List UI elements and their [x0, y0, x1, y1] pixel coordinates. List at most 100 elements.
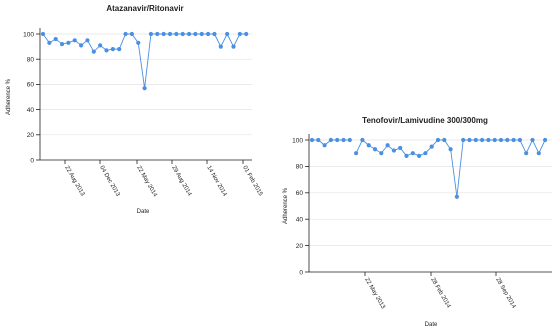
data-point — [442, 137, 447, 143]
data-point — [543, 137, 548, 143]
x-tick-label: 28 Feb 2014 — [429, 277, 451, 310]
data-point — [530, 137, 535, 143]
data-point — [417, 153, 422, 158]
data-point — [148, 31, 154, 37]
x-tick-label: 01 Feb 2015 — [241, 165, 263, 198]
data-point — [524, 151, 529, 156]
x-tick-label: 04 Dec 2013 — [98, 165, 121, 198]
data-point — [180, 31, 185, 37]
data-point — [335, 137, 340, 143]
data-point — [486, 137, 491, 143]
y-axis-label: Adherence % — [283, 187, 289, 224]
data-point — [129, 31, 134, 37]
data-point — [517, 137, 523, 143]
data-point — [360, 137, 365, 143]
data-point — [467, 137, 472, 143]
y-tick-label: 80 — [27, 57, 35, 64]
data-point — [341, 137, 346, 143]
data-point — [309, 137, 315, 143]
data-point — [206, 31, 211, 37]
data-point — [218, 44, 223, 49]
data-point — [85, 38, 90, 43]
data-point — [66, 40, 71, 45]
data-point — [104, 48, 109, 53]
y-tick-label: 20 — [296, 243, 304, 250]
y-tick-label: 0 — [299, 269, 303, 276]
x-axis-label: Date — [425, 322, 438, 328]
data-point — [379, 151, 384, 156]
data-point — [123, 31, 128, 37]
data-point — [244, 31, 249, 37]
x-axis-label: Date — [137, 209, 150, 215]
series-line — [42, 33, 247, 89]
data-point — [372, 147, 378, 152]
data-point — [536, 151, 541, 156]
data-point — [237, 31, 242, 37]
data-point — [435, 137, 441, 143]
data-point — [91, 49, 96, 54]
data-point — [354, 151, 359, 156]
y-axis-label: Adherence % — [6, 78, 12, 115]
x-tick-label: 28 Sep 2014 — [494, 277, 517, 310]
data-point — [366, 143, 371, 148]
x-tick-label: 22 Aug 2013 — [63, 165, 85, 198]
data-point — [328, 137, 333, 143]
data-point — [186, 31, 192, 37]
data-point — [53, 36, 58, 42]
y-tick-label: 80 — [296, 164, 304, 171]
x-tick-label: 14 Nov 2014 — [205, 165, 228, 198]
data-point — [461, 137, 466, 143]
data-point — [199, 31, 204, 37]
data-point — [480, 137, 485, 143]
data-point — [40, 31, 46, 37]
data-point — [225, 31, 230, 37]
data-point — [404, 153, 409, 158]
data-point — [155, 31, 160, 37]
data-point — [322, 143, 327, 148]
data-point — [161, 31, 166, 37]
data-point — [347, 137, 352, 143]
data-point — [98, 43, 103, 48]
data-point — [410, 151, 415, 156]
atazanavir-chart: Atazanavir/Ritonavir 0 20 40 60 80 100 22 Aug 2… — [6, 4, 264, 215]
y-tick-label: 100 — [292, 137, 303, 144]
data-point — [316, 137, 321, 143]
data-point — [498, 137, 504, 143]
x-tick-label: 29 Aug 2014 — [170, 165, 192, 198]
data-point — [492, 137, 497, 143]
data-point — [193, 31, 198, 37]
data-point — [423, 151, 428, 156]
y-tick-label: 40 — [296, 217, 304, 224]
data-point — [174, 31, 179, 37]
data-point — [505, 137, 510, 143]
y-tick-label: 40 — [27, 107, 35, 114]
data-point — [142, 86, 147, 91]
tenofovir-chart: Tenofovir/Lamivudine 300/300mg 0 20 40 60 80 1… — [283, 116, 552, 328]
data-point — [47, 40, 52, 45]
data-point — [117, 47, 122, 52]
data-point — [429, 144, 434, 149]
data-point — [167, 31, 173, 37]
y-tick-label: 100 — [23, 31, 34, 38]
data-point — [59, 41, 65, 47]
data-point — [72, 38, 77, 43]
y-tick-label: 20 — [27, 132, 35, 139]
x-tick-label: 22 May 2013 — [363, 277, 386, 311]
y-tick-label: 60 — [27, 82, 35, 89]
data-point — [79, 43, 84, 48]
data-point — [473, 137, 478, 143]
data-point — [398, 145, 403, 151]
data-point — [454, 194, 459, 199]
data-point — [231, 44, 236, 49]
data-point — [212, 31, 217, 37]
data-point — [391, 148, 396, 153]
data-point — [448, 147, 453, 152]
y-tick-label: 0 — [30, 157, 34, 164]
data-point — [110, 47, 115, 52]
data-point — [511, 137, 516, 143]
data-point — [136, 40, 141, 45]
y-tick-label: 60 — [296, 190, 304, 197]
chart-title: Tenofovir/Lamivudine 300/300mg — [362, 116, 488, 125]
chart-title: Atazanavir/Ritonavir — [106, 4, 183, 13]
